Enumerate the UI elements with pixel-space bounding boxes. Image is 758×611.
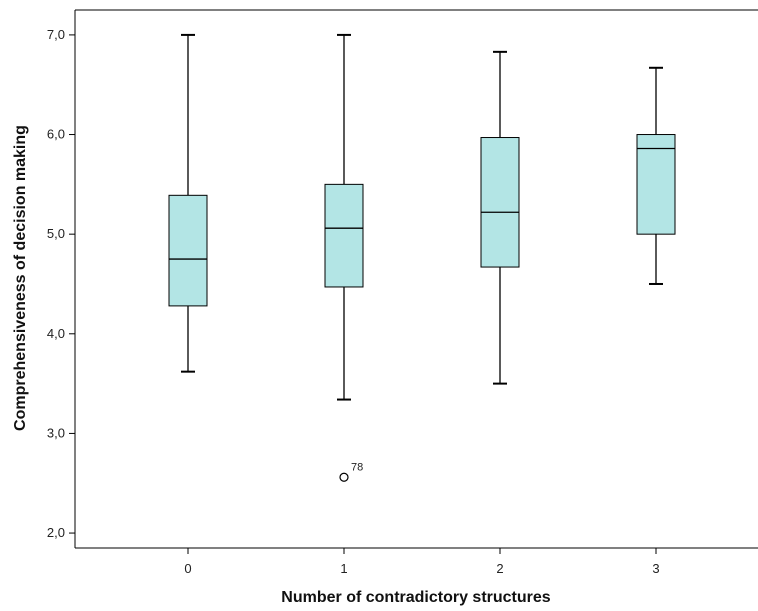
x-tick-label: 0: [184, 561, 191, 576]
y-axis: 2,0 3,0 4,0 5,0 6,0 7,0: [47, 27, 75, 540]
y-axis-title: Comprehensiveness of decision making: [12, 125, 29, 431]
y-tick-label: 3,0: [47, 425, 65, 440]
box-group-0: [168, 33, 208, 373]
x-tick-label: 1: [340, 561, 347, 576]
box-group-2: [480, 50, 520, 385]
y-tick-label: 7,0: [47, 27, 65, 42]
box: [324, 183, 364, 288]
x-axis-title: Number of contradictory structures: [281, 589, 550, 606]
box: [168, 194, 208, 307]
x-tick-label: 2: [496, 561, 503, 576]
box: [636, 134, 676, 235]
box-group-3: [636, 66, 676, 285]
outlier-point: [339, 472, 349, 482]
y-tick-label: 6,0: [47, 127, 65, 142]
boxes: [168, 33, 676, 401]
plot-frame: [74, 9, 758, 549]
x-axis: 0 1 2 3: [184, 548, 660, 576]
y-tick-label: 2,0: [47, 525, 65, 540]
x-tick-label: 3: [652, 561, 659, 576]
y-tick-label: 5,0: [47, 226, 65, 241]
box: [480, 137, 520, 268]
y-tick-label: 4,0: [47, 326, 65, 341]
outliers: 78: [339, 461, 363, 482]
box-group-1: [324, 33, 364, 401]
outlier-label: 78: [351, 461, 363, 473]
